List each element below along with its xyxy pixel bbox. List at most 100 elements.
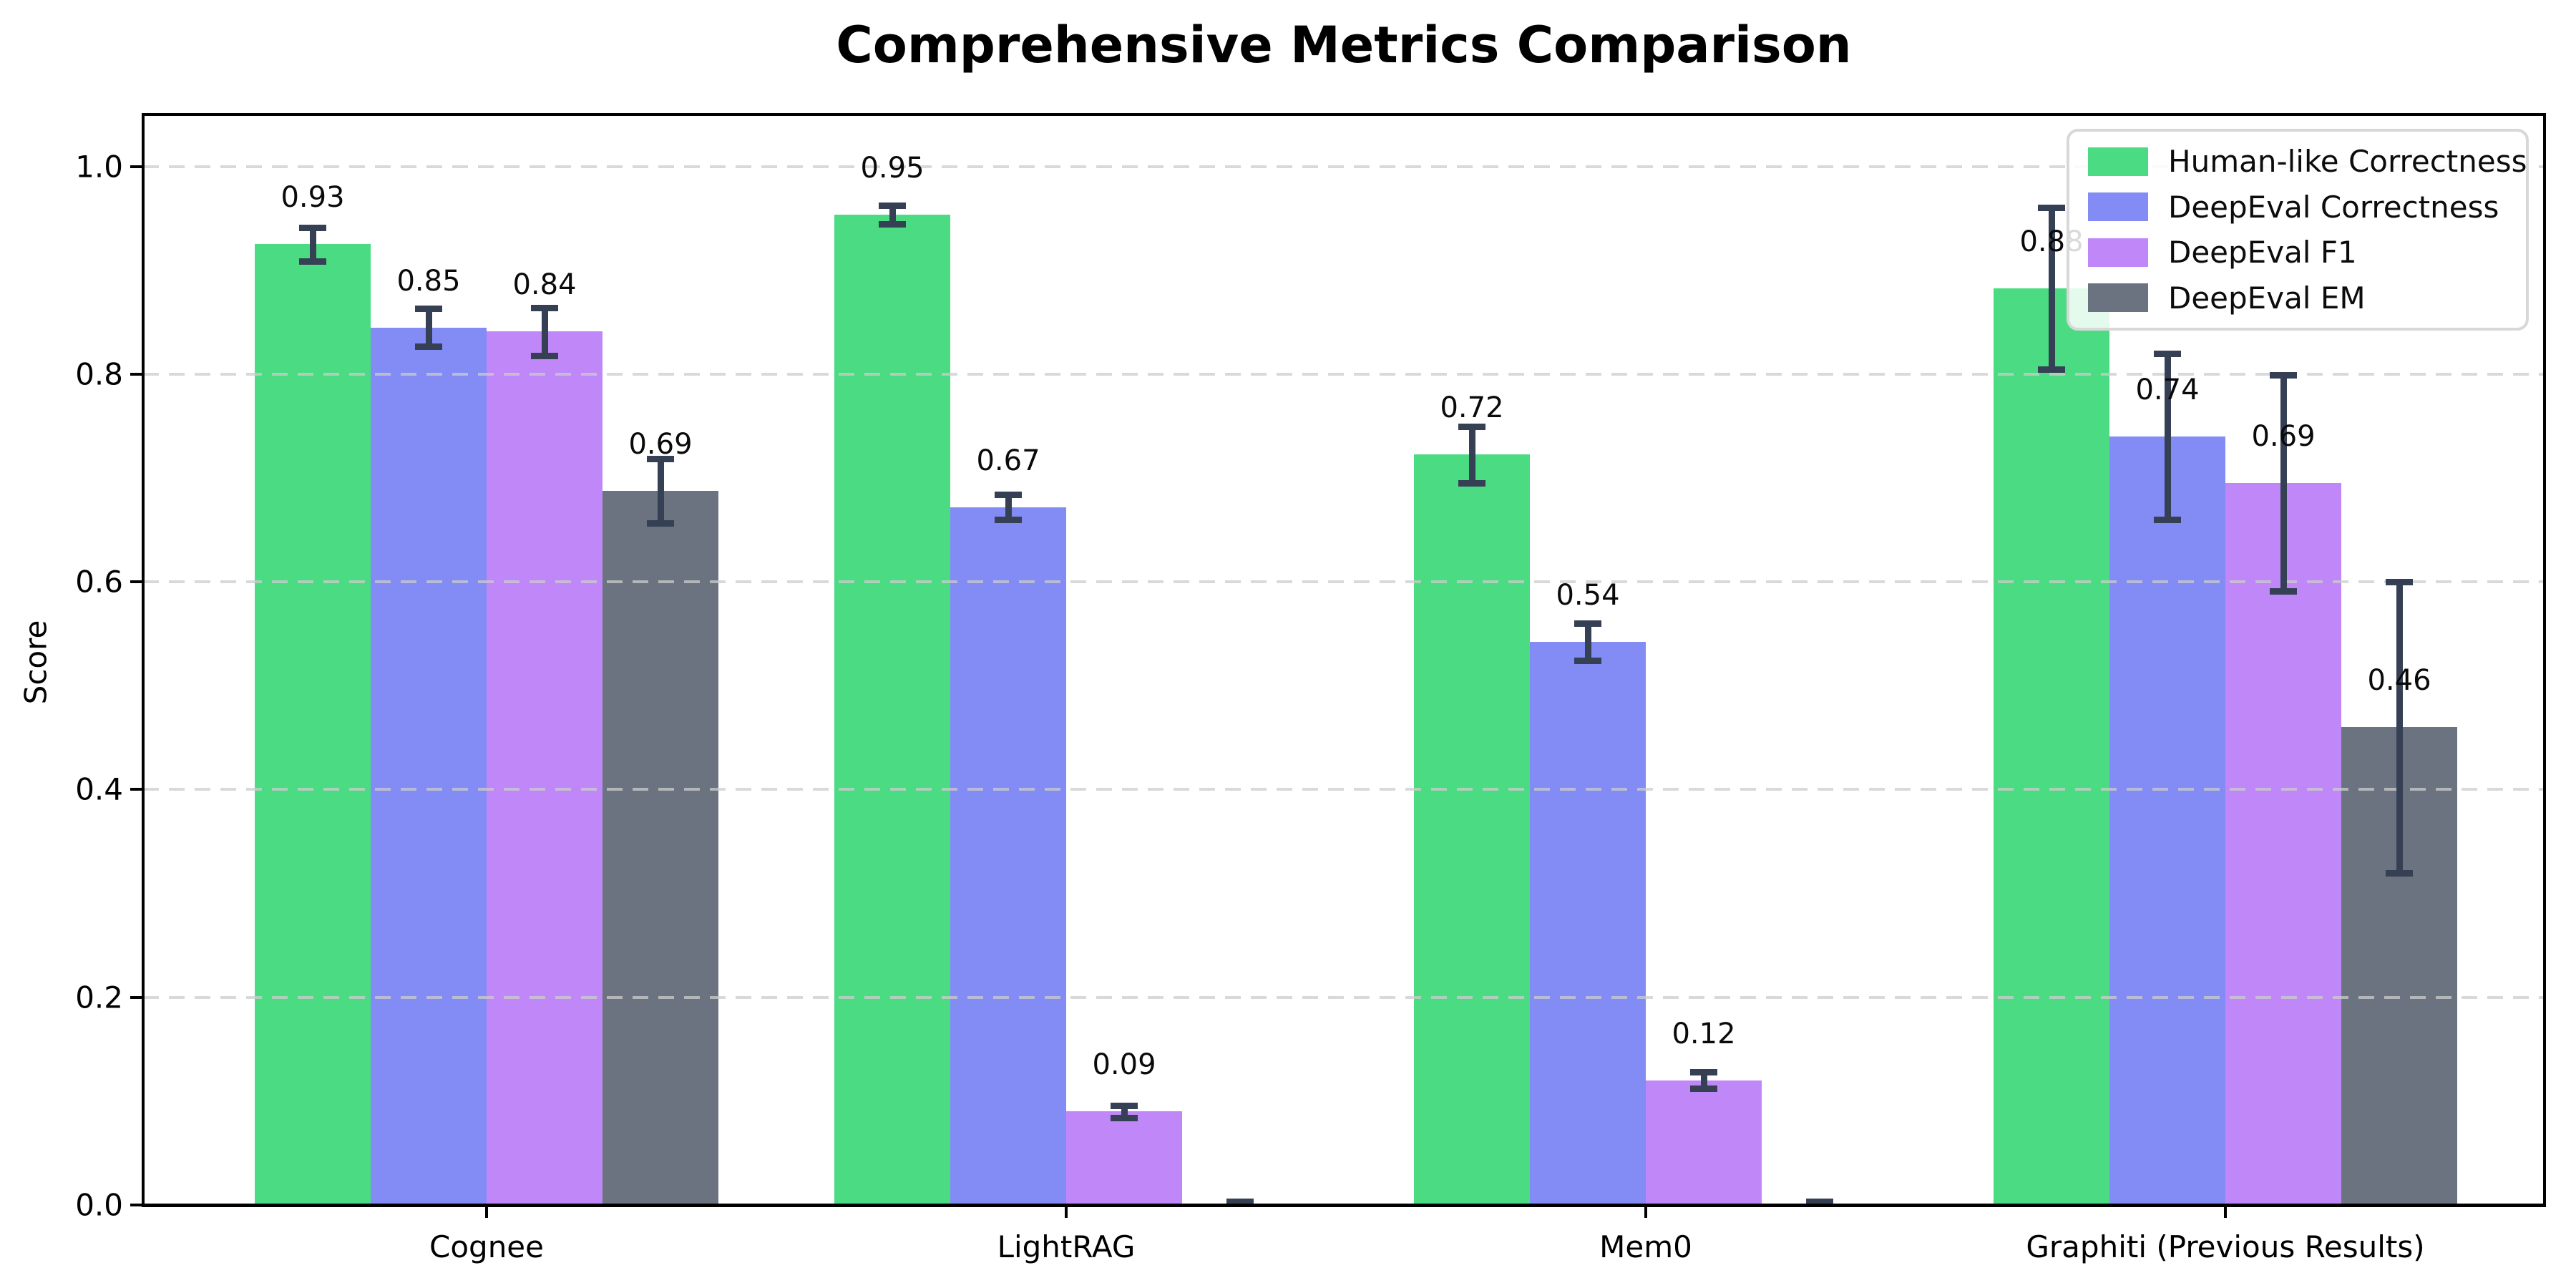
bar-Mem0-DeepEval Correctness [1530,642,1646,1205]
bar-value-label-Cognee-DeepEval EM: 0.69 [628,428,693,462]
bar-value-label-Cognee-DeepEval F1: 0.84 [512,268,577,302]
x-tick-label-Cognee: Cognee [429,1229,544,1264]
gridline-0.2 [143,995,2545,999]
error-cap-top-Cognee-DeepEval Correctness [415,306,442,313]
bar-Mem0-DeepEval F1 [1646,1080,1762,1205]
y-tick-0.6 [130,580,143,584]
x-tick-Graphiti (Previous Results) [2224,1205,2227,1218]
error-cap-bottom-Cognee-DeepEval F1 [531,352,558,359]
error-bar-LightRAG-DeepEval Correctness [1005,494,1012,520]
y-tick-label-0.6: 0.6 [75,564,123,600]
x-tick-Cognee [485,1205,488,1218]
error-bar-Graphiti (Previous Results)-DeepEval EM [2396,582,2403,873]
bar-LightRAG-DeepEval F1 [1066,1111,1182,1205]
legend-item-2: DeepEval F1 [2088,235,2507,270]
error-bar-Mem0-DeepEval Correctness [1584,623,1591,661]
bar-value-label-Mem0-Human-like Correctness: 0.72 [1440,391,1504,425]
bar-value-label-LightRAG-DeepEval Correctness: 0.67 [976,444,1040,477]
y-tick-0.4 [130,788,143,791]
error-cap-bottom-LightRAG-DeepEval F1 [1111,1115,1138,1122]
bar-LightRAG-Human-like Correctness [834,215,950,1205]
bar-value-label-Graphiti (Previous Results)-DeepEval Correctness: 0.74 [2135,373,2200,406]
error-cap-bottom-Graphiti (Previous Results)-DeepEval EM [2386,869,2413,877]
bar-value-label-Cognee-Human-like Correctness: 0.93 [280,181,345,215]
bar-Mem0-Human-like Correctness [1414,454,1530,1205]
gridline-1.0 [143,165,2545,168]
x-tick-label-Mem0: Mem0 [1599,1229,1692,1264]
error-cap-top-LightRAG-Human-like Correctness [879,203,906,209]
bar-Cognee-DeepEval F1 [487,331,602,1205]
error-cap-bottom-Mem0-DeepEval Correctness [1574,658,1601,665]
y-tick-0.8 [130,372,143,376]
error-cap-top-Cognee-DeepEval EM [647,456,674,463]
error-bar-Graphiti (Previous Results)-Human-like Correctness [2048,207,2055,370]
legend-label: DeepEval F1 [2168,235,2357,270]
y-tick-label-0.4: 0.4 [75,771,123,807]
y-tick-0.2 [130,995,143,999]
y-tick-1.0 [130,165,143,168]
bar-value-label-Graphiti (Previous Results)-DeepEval F1: 0.69 [2251,420,2316,454]
y-tick-label-0.0: 0.0 [75,1187,123,1223]
error-cap-bottom-Mem0-Human-like Correctness [1458,479,1485,487]
y-tick-label-1.0: 1.0 [75,149,123,185]
bar-Graphiti (Previous Results)-DeepEval F1 [2225,483,2341,1205]
error-cap-bottom-Cognee-DeepEval EM [647,520,674,527]
legend-swatch-icon [2088,192,2148,222]
error-cap-bottom-Graphiti (Previous Results)-Human-like Correctness [2038,366,2065,374]
error-cap-top-Cognee-DeepEval F1 [531,304,558,311]
error-cap-bottom-Cognee-DeepEval Correctness [415,343,442,350]
chart-title: Comprehensive Metrics Comparison [836,16,1852,74]
error-bar-Graphiti (Previous Results)-DeepEval F1 [2280,375,2287,592]
error-cap-top-Graphiti (Previous Results)-DeepEval EM [2386,579,2413,586]
error-cap-bottom-Graphiti (Previous Results)-DeepEval Correctness [2154,517,2181,524]
axis-spine-right [2543,113,2546,1206]
y-tick-label-0.2: 0.2 [75,980,123,1015]
y-tick-label-0.8: 0.8 [75,356,123,392]
x-tick-LightRAG [1065,1205,1068,1218]
bar-value-label-Cognee-DeepEval Correctness: 0.85 [396,264,461,298]
error-cap-top-LightRAG-DeepEval Correctness [995,492,1022,499]
bar-value-label-Mem0-DeepEval F1: 0.12 [1672,1017,1736,1050]
bar-value-label-LightRAG-DeepEval F1: 0.09 [1092,1048,1156,1082]
bar-value-label-LightRAG-Human-like Correctness: 0.95 [860,152,924,185]
error-cap-bottom-Graphiti (Previous Results)-DeepEval F1 [2270,588,2297,595]
x-tick-label-LightRAG: LightRAG [997,1229,1136,1264]
error-cap-bottom-Mem0-DeepEval F1 [1690,1085,1717,1093]
y-tick-0.0 [130,1204,143,1206]
axis-spine-top [142,113,2546,116]
legend-item-0: Human-like Correctness [2088,144,2527,179]
error-bar-Mem0-DeepEval F1 [1700,1072,1707,1089]
bar-Cognee-Human-like Correctness [255,244,371,1205]
error-cap-top-Cognee-Human-like Correctness [299,225,326,232]
bar-Graphiti (Previous Results)-DeepEval Correctness [2109,436,2225,1205]
error-cap-top-Graphiti (Previous Results)-DeepEval F1 [2270,372,2297,379]
legend-item-1: DeepEval Correctness [2088,190,2507,225]
legend-label: DeepEval Correctness [2168,189,2499,225]
legend-swatch-icon [2088,283,2148,313]
error-cap-bottom-LightRAG-DeepEval Correctness [995,517,1022,524]
legend-item-3: DeepEval EM [2088,280,2507,316]
error-cap-top-LightRAG-DeepEval F1 [1111,1102,1138,1109]
legend-swatch-icon [2088,147,2148,176]
error-cap-top-Graphiti (Previous Results)-Human-like Correctness [2038,204,2065,211]
gridline-0.6 [143,580,2545,584]
bar-Cognee-DeepEval Correctness [371,327,487,1205]
error-bar-Graphiti (Previous Results)-DeepEval Correctness [2164,353,2171,520]
legend-swatch-icon [2088,238,2148,267]
error-bar-Cognee-Human-like Correctness [309,228,316,261]
gridline-0.4 [143,788,2545,791]
error-bar-Cognee-DeepEval F1 [541,307,548,356]
legend-label: Human-like Correctness [2168,144,2527,180]
bar-Graphiti (Previous Results)-Human-like Correctness [1994,288,2109,1205]
error-cap-top-Graphiti (Previous Results)-DeepEval Correctness [2154,350,2181,357]
axis-spine-left [142,113,145,1206]
error-bar-Mem0-Human-like Correctness [1468,426,1475,483]
error-cap-top-Mem0-DeepEval F1 [1690,1069,1717,1076]
legend-label: DeepEval EM [2168,280,2366,316]
error-cap-top-Mem0-DeepEval Correctness [1574,620,1601,628]
x-tick-Mem0 [1644,1205,1647,1218]
error-cap-top-Mem0-Human-like Correctness [1458,424,1485,431]
legend: Human-like Correctness DeepEval Correctne… [2067,129,2529,331]
bar-Cognee-DeepEval EM [602,491,718,1205]
